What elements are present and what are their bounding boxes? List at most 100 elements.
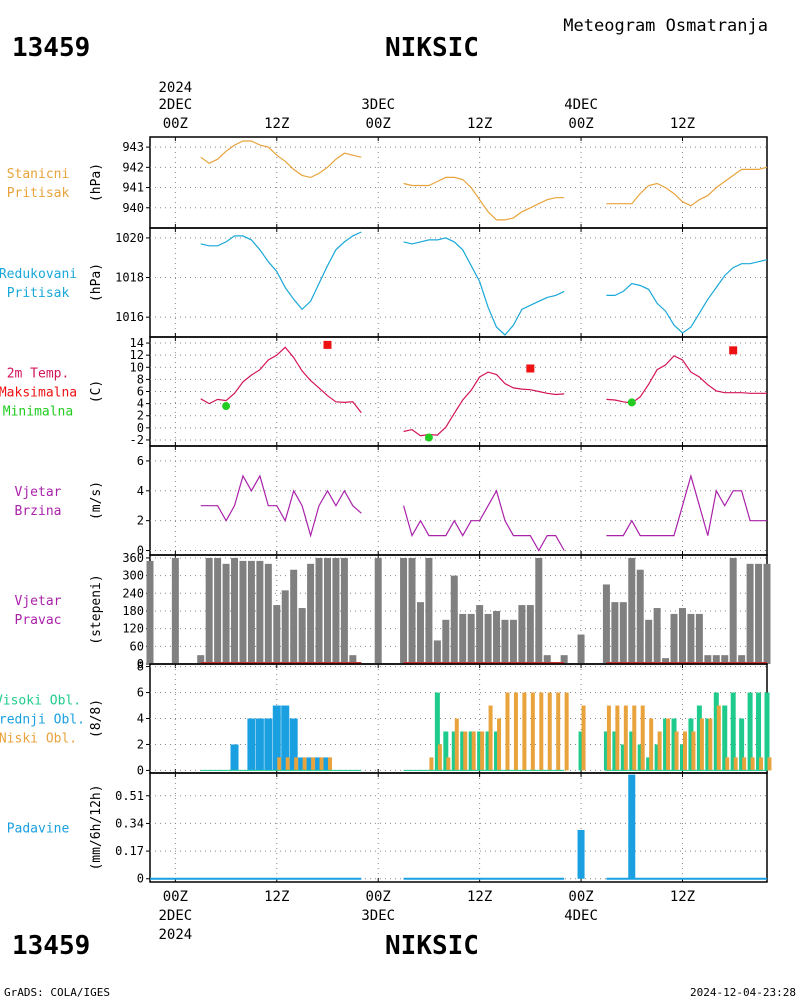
cloud-bar [750,757,755,771]
cloud-bar [716,705,721,771]
wind-dir-bar [704,655,712,664]
panel-frame [149,445,768,556]
y-tick-label: 8 [137,372,144,386]
cloud-bar [623,705,628,771]
cloud-bar [615,705,620,771]
panel-frame [149,336,768,447]
y-tick-label: 4 [137,484,144,498]
wind-dir-bar [602,584,610,664]
wind-dir-bar [459,613,467,664]
wind-dir-bar [611,602,619,664]
bottom-hour-label: 00Z [163,889,188,905]
cloud-bar [319,757,324,771]
y-tick-label: 2 [137,514,144,528]
y-tick-label: 120 [122,622,144,636]
wind-dir-bar [467,613,475,664]
cloud-bar [513,692,518,771]
panel-6: 0 0.17 0.34 0.51 Padavine (mm/6h/12h) [7,772,768,886]
cloud-bar [446,757,451,771]
y-tick-label: 6 [137,686,144,700]
wind-dir-bar [577,634,585,664]
wind-dir-bar [256,560,264,664]
wind-dir-bar [273,605,281,664]
panel-label: Vjetar [15,485,62,500]
panel-label: Stanicni [7,167,70,182]
station-name-bottom: NIKSIC [385,931,479,961]
bottom-hour-label: 00Z [568,889,593,905]
panel-label: Niski Obl. [0,732,77,747]
panel-frame [149,227,768,338]
cloud-bar [539,692,544,771]
wind-dir-bar [687,613,695,664]
panel-1: 1016 1018 1020 Redukovani Pritisak (hPa) [0,227,768,338]
series-line [200,231,362,311]
cloud-bar [230,744,239,771]
cloud-bar [666,718,671,771]
cloud-bar [306,757,315,771]
cloud-bar [713,692,719,771]
y-tick-label: -2 [130,433,144,447]
cloud-bar [674,731,679,771]
top-hour-label: 00Z [366,116,391,132]
series-line [606,259,768,334]
wind-dir-bar [645,619,653,664]
cloud-bar [556,692,561,771]
y-tick-label: 12 [130,348,144,362]
y-tick-label: 942 [122,160,144,174]
tmax-marker [323,340,332,349]
wind-dir-bar [197,655,205,664]
top-hour-label: 00Z [163,116,188,132]
wind-dir-bar [653,608,661,664]
cloud-bar [315,757,324,771]
cloud-bar [682,731,687,771]
top-hour-label: 00Z [568,116,593,132]
panel-frame [149,772,768,883]
wind-dir-bar [509,619,517,664]
wind-dir-bar [349,655,357,664]
unit-label: (stepeni) [89,574,104,644]
bottom-day-label: 4DEC [564,908,598,924]
y-tick-label: 0 [137,421,144,435]
precip-bar [628,774,636,879]
cloud-bar [699,718,704,771]
panel-label: Pritisak [7,186,70,201]
cloud-bar [578,731,584,771]
cloud-bar [688,718,694,771]
top-hour-label: 12Z [670,116,695,132]
wind-dir-bar [264,563,272,664]
unit-label: (8/8) [89,699,104,738]
wind-dir-bar [247,560,255,664]
cloud-bar [323,757,332,771]
wind-dir-bar [738,655,746,664]
wind-dir-bar [374,557,382,664]
bottom-year-label: 2024 [158,927,192,943]
cloud-bar [620,744,626,771]
wind-dir-bar [526,605,534,664]
y-tick-label: 14 [130,336,144,350]
wind-dir-bar [231,557,239,664]
panel-label: Vjetar [15,594,62,609]
cloud-bar [311,757,316,771]
cloud-bar [488,705,493,771]
y-tick-label: 8 [137,660,144,674]
unit-label: (m/s) [89,481,104,520]
unit-label: (C) [89,380,104,403]
cloud-bar [468,731,474,771]
panel-label: Visoki Obl. [0,694,81,709]
cloud-bar [289,718,298,771]
wind-dir-bar [442,619,450,664]
wind-dir-bar [712,655,720,664]
cloud-bar [747,692,753,771]
cloud-bar [298,757,307,771]
wind-dir-bar [425,557,433,664]
cloud-bar [437,744,442,771]
cloud-bar [434,692,440,771]
cloud-bar [294,757,299,771]
wind-dir-bar [214,557,222,664]
panel-4: 0 60 120 180 240 300 360 Vjetar Pravac (stepeni) [15,551,771,671]
panel-label: Maksimalna [0,386,77,401]
series-line [403,176,565,221]
bottom-time-axis: 2DEC 3DEC 4DEC 00Z 12Z 00Z 12Z 00Z 12Z 2024 [158,889,695,943]
